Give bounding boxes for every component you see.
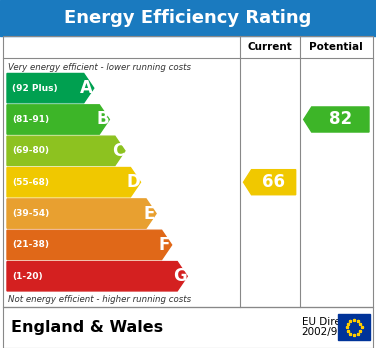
Bar	[3, 36, 373, 307]
Text: Very energy efficient - lower running costs: Very energy efficient - lower running co…	[8, 63, 191, 72]
Text: G: G	[173, 267, 187, 285]
Polygon shape	[7, 230, 172, 260]
Text: England & Wales: England & Wales	[11, 320, 163, 335]
Polygon shape	[7, 262, 187, 291]
Polygon shape	[7, 167, 141, 197]
Text: (21-38): (21-38)	[12, 240, 49, 250]
Text: (69-80): (69-80)	[12, 147, 49, 155]
Text: A: A	[80, 79, 93, 97]
Text: C: C	[112, 142, 124, 160]
Text: 2002/91/EC: 2002/91/EC	[302, 327, 362, 338]
Polygon shape	[7, 199, 156, 228]
Polygon shape	[244, 170, 296, 195]
Polygon shape	[7, 105, 109, 134]
Text: F: F	[159, 236, 170, 254]
Text: Current: Current	[247, 42, 292, 52]
Text: Not energy efficient - higher running costs: Not energy efficient - higher running co…	[8, 295, 191, 304]
Bar	[0, 0, 376, 36]
Text: (39-54): (39-54)	[12, 209, 49, 218]
Text: 66: 66	[262, 173, 285, 191]
Text: Energy Efficiency Rating: Energy Efficiency Rating	[64, 9, 312, 27]
Text: (1-20): (1-20)	[12, 272, 42, 281]
Polygon shape	[304, 107, 369, 132]
Text: (55-68): (55-68)	[12, 178, 49, 187]
Polygon shape	[7, 136, 125, 166]
Text: E: E	[143, 205, 155, 223]
Text: (81-91): (81-91)	[12, 115, 49, 124]
Text: B: B	[96, 111, 109, 128]
Text: Potential: Potential	[309, 42, 363, 52]
Bar	[3, 307, 373, 348]
Text: D: D	[127, 173, 140, 191]
Text: 82: 82	[329, 111, 352, 128]
Bar	[338, 315, 370, 340]
Polygon shape	[7, 73, 94, 103]
Text: (92 Plus): (92 Plus)	[12, 84, 58, 93]
Text: EU Directive: EU Directive	[302, 317, 366, 327]
